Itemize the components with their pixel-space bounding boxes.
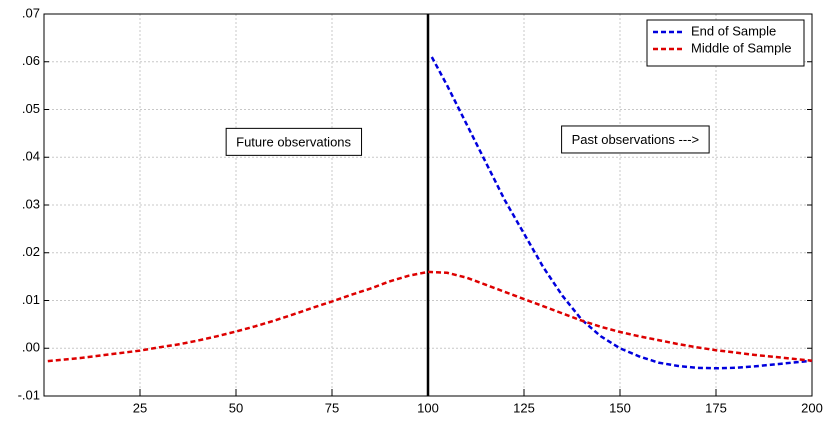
- annotation-text: Future observations: [236, 134, 351, 149]
- y-tick-label: .00: [22, 340, 40, 355]
- y-tick-label: .02: [22, 244, 40, 259]
- y-tick-label: .05: [22, 101, 40, 116]
- legend: End of Sample Middle of Sample: [646, 19, 805, 67]
- x-tick-label: 100: [417, 400, 439, 415]
- x-tick-label: 75: [325, 400, 339, 415]
- y-tick-label: .06: [22, 53, 40, 68]
- annotation-text: Past observations --->: [572, 132, 700, 147]
- y-tick-label: -.01: [18, 387, 40, 402]
- annotation: Future observations: [225, 127, 363, 156]
- annotation-box: [561, 125, 710, 154]
- legend-box: [646, 19, 805, 67]
- legend-label: Middle of Sample: [691, 40, 791, 55]
- series-line: [47, 270, 813, 363]
- x-tick-label: 175: [705, 400, 727, 415]
- y-tick-label: .07: [22, 5, 40, 20]
- x-tick-label: 50: [229, 400, 243, 415]
- series-line: [430, 56, 813, 370]
- annotation: Past observations --->: [561, 125, 710, 154]
- x-tick-label: 25: [133, 400, 147, 415]
- y-tick-label: .01: [22, 292, 40, 307]
- y-tick-label: .04: [22, 149, 40, 164]
- y-tick-label: .03: [22, 196, 40, 211]
- annotation-box: [225, 127, 363, 156]
- legend-label: End of Sample: [691, 23, 776, 38]
- x-tick-label: 150: [609, 400, 631, 415]
- x-tick-label: 125: [513, 400, 535, 415]
- x-tick-label: 200: [801, 400, 823, 415]
